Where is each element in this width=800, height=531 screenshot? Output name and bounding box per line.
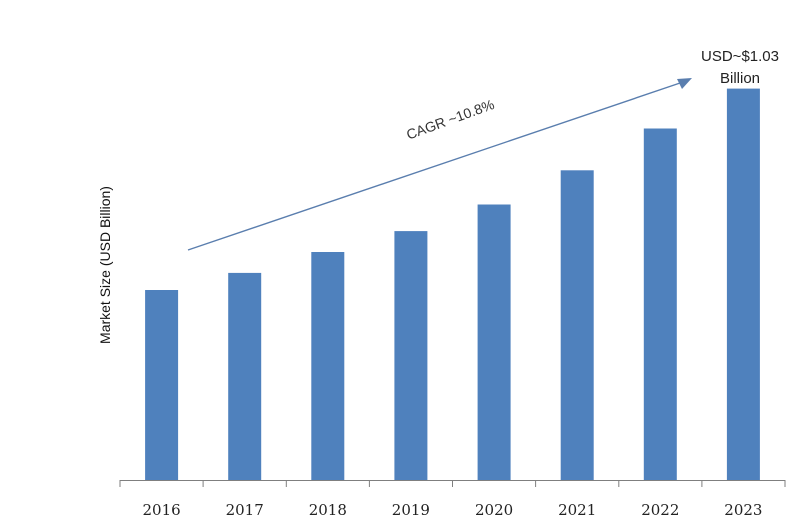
final-value-label-line2: Billion	[720, 70, 760, 87]
bar-2017	[228, 272, 262, 480]
bar-2022	[643, 128, 677, 480]
x-tick-label: 2021	[558, 501, 596, 519]
x-tick-label: 2016	[143, 501, 181, 519]
x-tick-label: 2017	[226, 501, 264, 519]
x-tick-label: 2019	[392, 501, 430, 519]
cagr-arrow	[187, 78, 692, 251]
y-axis-label: Market Size (USD Billion)	[97, 186, 113, 344]
x-tick-label: 2018	[309, 501, 347, 519]
x-tick-label: 2023	[724, 501, 762, 519]
x-tick-label: 2020	[475, 501, 513, 519]
cagr-label: CAGR ~10.8%	[404, 96, 496, 143]
bar-2018	[311, 252, 345, 480]
bar-2023	[726, 88, 760, 480]
bar-2019	[394, 231, 428, 480]
x-tick-label: 2022	[641, 501, 679, 519]
bar-2021	[560, 170, 594, 481]
bar-2020	[477, 204, 511, 480]
bar-2016	[145, 290, 179, 480]
bars-group	[145, 88, 760, 481]
x-axis: 2016 2017 2018 2019 2020 2021 2022 2023	[119, 480, 786, 519]
final-value-label-line1: USD~$1.03	[701, 48, 779, 65]
